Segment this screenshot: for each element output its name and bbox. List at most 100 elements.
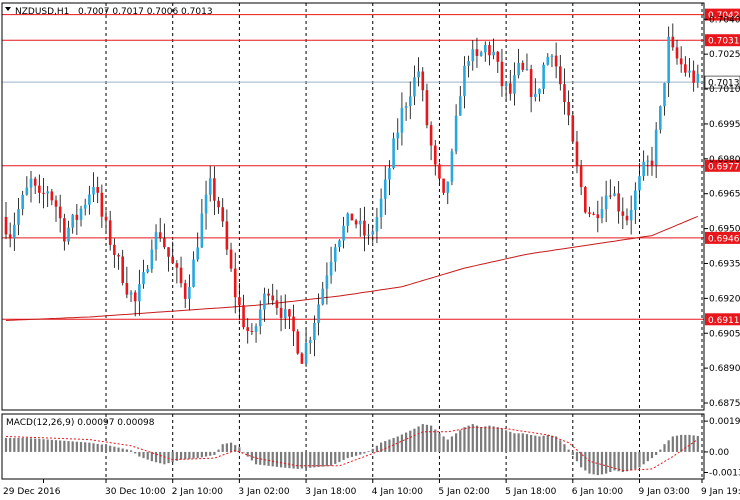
candle	[233, 252, 237, 314]
macd-histogram-bar	[592, 451, 595, 475]
candle	[221, 198, 225, 228]
candle	[246, 318, 250, 344]
candle	[192, 251, 195, 288]
candle	[609, 179, 612, 200]
candle	[183, 279, 187, 309]
candle	[634, 182, 637, 225]
candle	[617, 181, 620, 224]
candlesticks	[4, 23, 700, 367]
price-level-tag	[705, 8, 740, 21]
macd-histogram-bar	[46, 439, 49, 452]
candle	[4, 201, 8, 240]
macd-histogram-bar	[450, 436, 454, 452]
macd-histogram-bar	[309, 451, 312, 468]
price-tick-label: 0.6965	[709, 190, 740, 200]
candle	[158, 217, 162, 242]
candle	[88, 185, 91, 215]
price-tick-label: 0.6950	[709, 225, 740, 235]
dropdown-triangle-icon[interactable]	[5, 7, 11, 11]
candle	[659, 105, 662, 134]
candle	[196, 232, 200, 262]
candle	[496, 50, 500, 73]
time-tick-label: 30 Dec 10:00	[105, 487, 166, 497]
time-tick-label: 29 Dec 2016	[3, 487, 61, 497]
macd-histogram-bar	[238, 447, 241, 452]
candle	[442, 178, 445, 196]
candle	[550, 54, 554, 68]
candle	[692, 60, 695, 92]
price-level-tag	[705, 231, 740, 244]
macd-histogram-bar	[384, 441, 387, 452]
macd-histogram-bar	[400, 434, 404, 452]
candle	[250, 323, 254, 335]
price-level-label: 0.7031	[708, 37, 740, 47]
macd-histogram-bar	[492, 426, 495, 452]
macd-histogram-bar	[655, 451, 658, 456]
candle	[458, 85, 462, 116]
price-level-label: 0.6977	[708, 162, 740, 172]
macd-histogram-bar	[275, 451, 278, 467]
candle	[308, 336, 312, 354]
candle	[696, 64, 700, 88]
candle	[300, 352, 304, 364]
macd-histogram-bar	[217, 449, 220, 452]
candle	[296, 329, 300, 355]
candle	[542, 62, 545, 95]
price-tick-label: 0.7040	[709, 15, 740, 25]
macd-histogram-bar	[388, 439, 391, 452]
macd-histogram-bar	[409, 430, 412, 452]
macd-histogram-bar	[271, 451, 274, 467]
candle	[463, 56, 466, 109]
macd-histogram-bar	[296, 451, 299, 469]
macd-histogram-bar	[225, 443, 228, 452]
macd-histogram-bar	[59, 440, 62, 452]
macd-histogram-bar	[129, 450, 133, 452]
macd-tick-label: 0.00	[709, 448, 729, 458]
macd-histogram-bar	[413, 428, 416, 452]
macd-histogram-bar	[609, 451, 612, 473]
macd-histogram-bar	[63, 440, 66, 452]
macd-histogram-bar	[463, 427, 466, 452]
macd-histogram-bar	[234, 444, 237, 452]
candle	[175, 260, 179, 284]
candle	[679, 46, 683, 73]
candle	[475, 37, 479, 68]
macd-histogram-bar	[530, 434, 533, 452]
candle	[433, 140, 437, 176]
macd-histogram-bar	[371, 448, 374, 452]
macd-histogram-bar	[459, 430, 462, 452]
macd-histogram-bar	[359, 451, 362, 455]
candle	[225, 209, 229, 256]
macd-histogram-bar	[550, 435, 554, 452]
macd-plot-border	[1, 413, 705, 480]
candle	[429, 121, 433, 161]
macd-histogram-bar	[696, 435, 699, 452]
macd-histogram-bar	[242, 451, 245, 453]
macd-subwindow: 0.00199 0.00 -0.00133	[4, 417, 740, 479]
candle	[79, 205, 83, 227]
candle	[379, 188, 383, 229]
macd-histogram-bar	[555, 436, 558, 452]
macd-histogram-bar	[21, 437, 24, 452]
candle	[17, 198, 20, 236]
macd-histogram-bar	[71, 441, 74, 452]
candle	[483, 41, 487, 62]
macd-histogram-bar	[13, 437, 16, 452]
macd-histogram-bar	[121, 448, 124, 452]
candle	[288, 308, 291, 329]
candle	[604, 180, 608, 223]
price-level-label: 0.6946	[708, 234, 740, 244]
ohlc-label: 0.7007 0.7017 0.7006 0.7013	[78, 7, 213, 17]
candle	[533, 78, 537, 102]
macd-histogram-bar	[600, 451, 604, 475]
macd-histogram-bar	[175, 451, 178, 461]
candle	[400, 92, 404, 146]
macd-histogram-bar	[404, 432, 408, 452]
candle	[654, 122, 658, 179]
macd-histogram-bar	[630, 451, 633, 471]
macd-histogram-bar	[638, 451, 641, 468]
macd-histogram-bar	[509, 431, 512, 452]
macd-histogram-bar	[421, 424, 424, 452]
macd-histogram-bar	[138, 451, 141, 457]
